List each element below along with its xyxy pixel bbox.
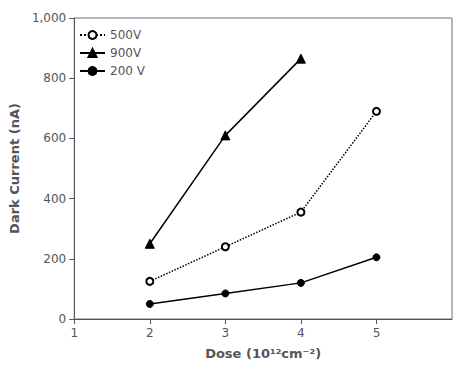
svg-text:400: 400 (43, 192, 66, 206)
svg-text:Dose (10¹²cm⁻²): Dose (10¹²cm⁻²) (205, 346, 321, 361)
svg-text:800: 800 (43, 71, 66, 85)
svg-text:5: 5 (373, 326, 381, 340)
svg-text:900V: 900V (110, 46, 142, 60)
svg-text:4: 4 (297, 326, 305, 340)
svg-text:3: 3 (222, 326, 230, 340)
svg-text:2: 2 (146, 326, 154, 340)
svg-text:1: 1 (70, 326, 78, 340)
svg-text:200 V: 200 V (110, 64, 146, 78)
svg-text:200: 200 (43, 252, 66, 266)
svg-text:500V: 500V (110, 28, 142, 42)
svg-text:Dark Current (nA): Dark Current (nA) (7, 103, 22, 234)
svg-text:0: 0 (59, 312, 67, 326)
svg-text:1,000: 1,000 (32, 11, 66, 25)
svg-text:600: 600 (43, 131, 66, 145)
